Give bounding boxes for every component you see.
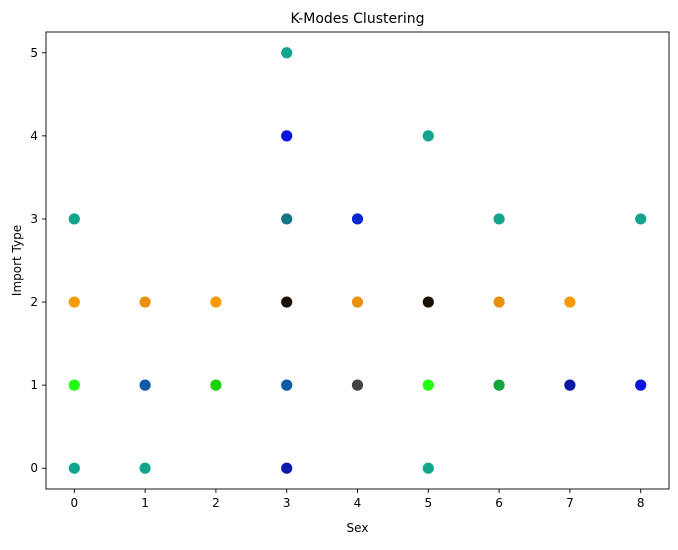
- data-point: [281, 296, 293, 308]
- data-point: [493, 296, 505, 308]
- x-tick-label: 3: [283, 496, 291, 510]
- y-axis-label: Import Type: [10, 225, 24, 296]
- y-tick-label: 3: [30, 212, 38, 226]
- y-tick-label: 5: [30, 46, 38, 60]
- y-tick-label: 2: [30, 295, 38, 309]
- data-point: [635, 379, 647, 391]
- data-point: [281, 462, 293, 474]
- data-point: [139, 379, 151, 391]
- x-tick-label: 2: [212, 496, 220, 510]
- x-tick-label: 7: [566, 496, 574, 510]
- data-point: [564, 379, 576, 391]
- x-tick-label: 4: [354, 496, 362, 510]
- data-point: [422, 296, 434, 308]
- y-tick-label: 4: [30, 129, 38, 143]
- data-point: [68, 213, 80, 225]
- data-point: [564, 296, 576, 308]
- data-point: [210, 296, 222, 308]
- data-point: [351, 213, 364, 225]
- data-point: [422, 130, 434, 142]
- chart-title: K-Modes Clustering: [291, 11, 425, 27]
- x-tick-label: 0: [70, 496, 78, 510]
- data-point: [493, 213, 505, 225]
- plot-frame: [45, 31, 670, 490]
- points-layer: [68, 47, 647, 474]
- data-point: [281, 47, 293, 59]
- x-axis-label: Sex: [347, 521, 369, 535]
- data-point: [68, 462, 80, 474]
- y-tick-label: 1: [30, 378, 38, 392]
- data-point: [351, 379, 364, 391]
- data-point: [68, 296, 80, 308]
- y-axis-ticks: 0 1 2 3 4 5: [30, 46, 46, 475]
- data-point: [281, 379, 293, 391]
- data-point: [281, 130, 293, 142]
- x-tick-label: 6: [495, 496, 503, 510]
- data-point: [351, 296, 364, 308]
- data-point: [68, 379, 80, 391]
- x-tick-label: 5: [424, 496, 432, 510]
- y-tick-label: 0: [30, 461, 38, 475]
- x-axis-ticks: 0 1 2 3 4 5 6 7 8: [70, 489, 645, 510]
- data-point: [139, 462, 151, 474]
- data-point: [635, 213, 647, 225]
- data-point: [493, 379, 505, 391]
- data-point: [422, 379, 434, 391]
- data-point: [139, 296, 151, 308]
- x-tick-label: 1: [141, 496, 149, 510]
- data-point: [210, 379, 222, 391]
- data-point: [281, 213, 293, 225]
- data-point: [422, 462, 434, 474]
- x-tick-label: 8: [637, 496, 645, 510]
